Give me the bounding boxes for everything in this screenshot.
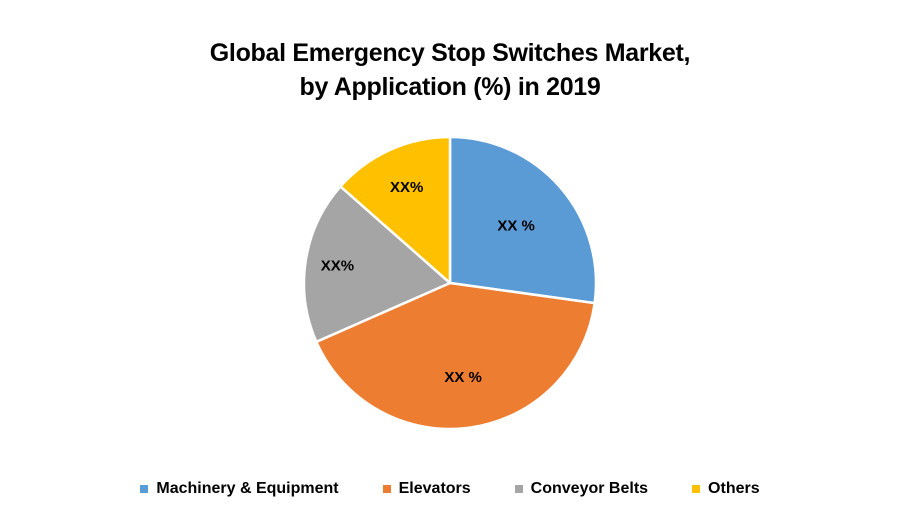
data-label-elevators: XX % xyxy=(444,369,482,386)
chart-title-line-1: Global Emergency Stop Switches Market, xyxy=(209,39,691,67)
legend-swatch xyxy=(692,485,701,493)
legend-item-conveyor-belts[interactable]: Conveyor Belts xyxy=(514,480,649,498)
slice-others[interactable] xyxy=(339,135,452,285)
data-label-conveyor-belts: XX% xyxy=(321,258,354,275)
data-label-machinery-equipment: XX % xyxy=(497,217,535,234)
slice-machinery-equipment[interactable] xyxy=(448,135,598,305)
legend-label: Machinery & Equipment xyxy=(156,480,339,497)
legend-swatch xyxy=(382,485,391,493)
legend-label: Others xyxy=(708,480,760,497)
legend-item-machinery-equipment[interactable]: Machinery & Equipment xyxy=(140,480,339,498)
slice-conveyor-belts[interactable] xyxy=(302,185,452,344)
legend: Machinery & Equipment Elevators Conveyor… xyxy=(0,480,900,498)
data-label-others: XX% xyxy=(390,179,423,196)
legend-swatch xyxy=(514,485,523,493)
legend-swatch xyxy=(140,485,149,493)
legend-label: Elevators xyxy=(398,480,471,497)
slice-elevators[interactable] xyxy=(315,281,596,431)
legend-item-others[interactable]: Others xyxy=(692,480,760,498)
legend-label: Conveyor Belts xyxy=(530,480,649,497)
chart-title: Global Emergency Stop Switches Market, b… xyxy=(0,36,900,104)
chart-title-line-2: by Application (%) in 2019 xyxy=(299,73,601,101)
legend-item-elevators[interactable]: Elevators xyxy=(382,480,471,498)
